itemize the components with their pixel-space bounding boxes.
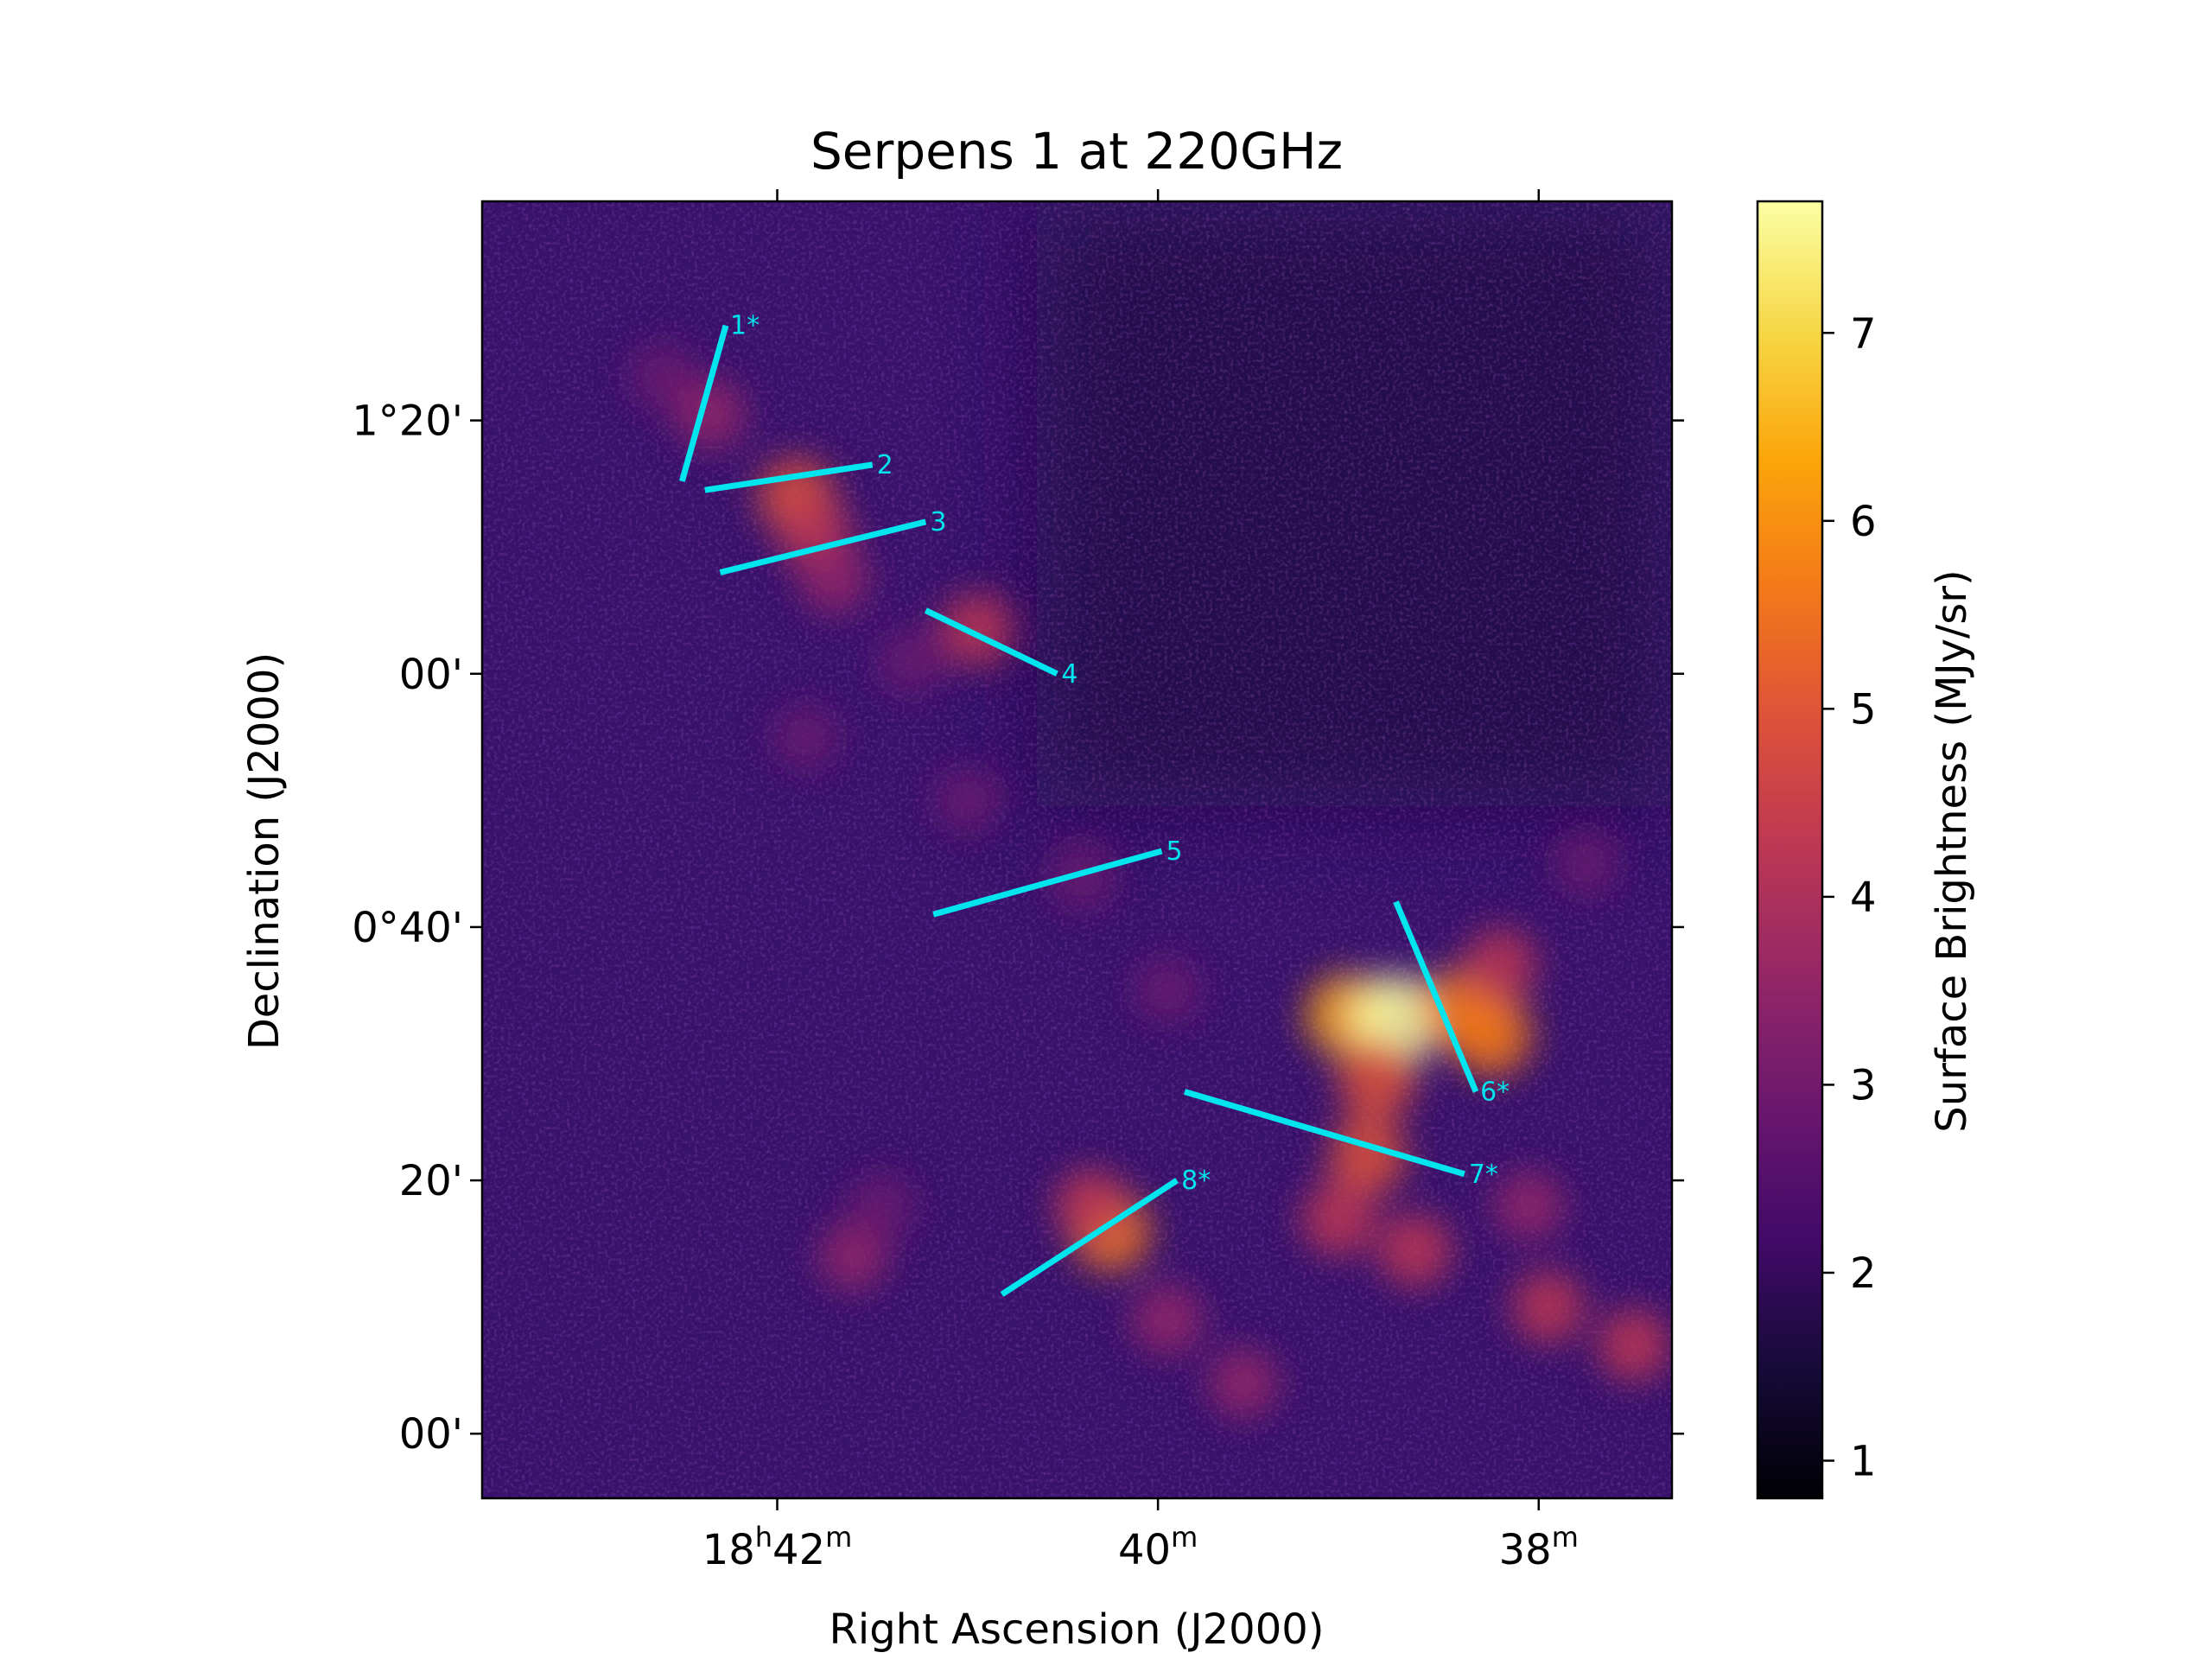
emission-feature (1131, 1283, 1204, 1356)
cut-label: 8* (1181, 1166, 1211, 1196)
colorbar-label: Surface Brightness (MJy/sr) (1928, 569, 1976, 1132)
cut-line (1000, 1178, 1179, 1297)
emission-feature (1054, 1168, 1128, 1243)
x-axis: 18h42m 40m 38m (702, 189, 1579, 1574)
x-axis-label: Right Ascension (J2000) (830, 1605, 1325, 1654)
emission-feature (1464, 928, 1537, 1001)
emission-feature (1511, 1270, 1585, 1344)
x-tick-label: 18h42m (702, 1521, 853, 1574)
cut-line (719, 518, 927, 575)
y-tick-label: 00' (399, 1410, 463, 1459)
cut-label: 4 (1061, 659, 1077, 690)
emission-feature (1047, 842, 1116, 911)
cut-line (1393, 900, 1479, 1093)
emission-feature (798, 543, 870, 614)
y-tick-label: 1°20' (352, 397, 463, 446)
emission-feature (1208, 1347, 1280, 1419)
cut-label: 5 (1166, 836, 1183, 867)
colorbar-tick-label: 1 (1850, 1437, 1877, 1485)
emission-feature (1493, 1170, 1565, 1242)
cut-line (924, 607, 1058, 677)
emission-feature (1300, 1180, 1376, 1256)
emission-feature (1450, 994, 1533, 1076)
emission-feature (848, 1171, 917, 1240)
cut-line (932, 848, 1163, 918)
y-tick-label: 0°40' (352, 904, 463, 952)
emission-feature (934, 766, 1001, 834)
plot-frame (480, 200, 1674, 1500)
colorbar-ticks: 1 2 3 4 5 6 7 (1822, 309, 1877, 1485)
emission-feature (876, 627, 944, 696)
emission-feature (1597, 1308, 1670, 1382)
y-tick-label: 00' (399, 651, 463, 699)
colorbar-tick-label: 3 (1850, 1061, 1877, 1109)
cut-line (678, 324, 729, 482)
emission-feature (940, 592, 1014, 667)
cut-line (704, 461, 874, 493)
cut-label: 6* (1480, 1077, 1510, 1107)
cut-label: 1* (730, 311, 760, 341)
emission-feature (772, 703, 839, 771)
emission-feature (1377, 1213, 1452, 1287)
cut-label: 2 (877, 450, 893, 480)
chart-title: Serpens 1 at 220GHz (810, 122, 1343, 181)
cuts-layer: 1* 2 3 4 5 6* 7* 8* (678, 311, 1510, 1297)
colorbar-tick-label: 4 (1850, 874, 1877, 922)
cut-line (1183, 1089, 1465, 1178)
y-tick-label: 20' (399, 1157, 463, 1205)
x-tick-label: 38m (1499, 1521, 1579, 1574)
emission-feature (1337, 1039, 1417, 1119)
y-axis-label: Declination (J2000) (240, 652, 289, 1050)
emission-feature (1328, 1116, 1407, 1194)
emission-feature (628, 341, 697, 410)
emission-feature (1134, 957, 1202, 1025)
heatmap-image (482, 201, 1672, 1498)
cut-label: 7* (1469, 1160, 1498, 1190)
colorbar-tick-label: 2 (1850, 1249, 1877, 1298)
cut-label: 3 (930, 507, 946, 537)
emission-feature (818, 1221, 888, 1292)
colorbar (1756, 200, 1824, 1500)
emission-feature (1553, 830, 1620, 898)
colorbar-tick-label: 7 (1850, 309, 1877, 358)
colorbar-tick-label: 6 (1850, 498, 1877, 546)
colorbar-tick-label: 5 (1850, 685, 1877, 734)
x-tick-label: 40m (1118, 1521, 1198, 1574)
y-axis: 1°20' 00' 0°40' 20' 00' (352, 397, 1684, 1459)
